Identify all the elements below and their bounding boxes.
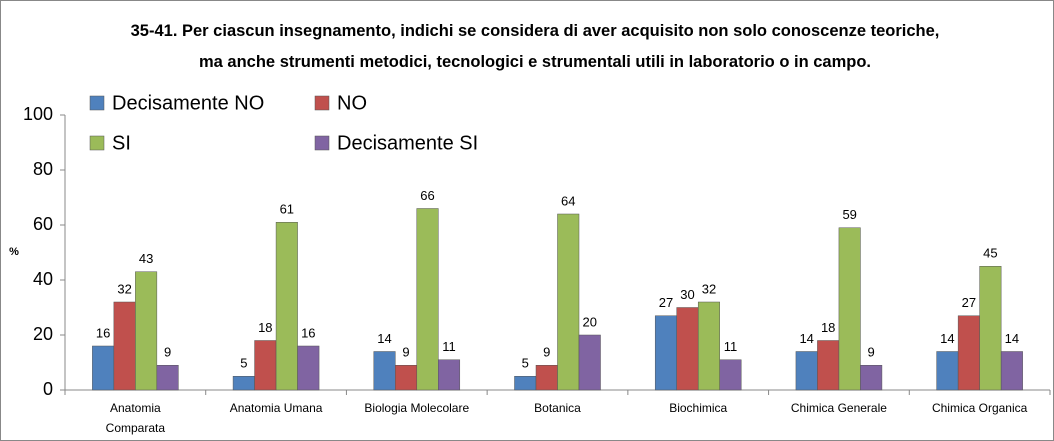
bar <box>535 365 558 391</box>
y-tick-label: 80 <box>33 159 53 179</box>
data-label: 64 <box>561 193 575 208</box>
bar <box>676 307 699 391</box>
data-label: 66 <box>420 188 434 203</box>
bar <box>817 340 840 391</box>
data-label: 14 <box>377 331 391 346</box>
legend-swatch <box>89 95 105 111</box>
data-label: 32 <box>702 281 716 296</box>
legend-label: Decisamente NO <box>112 92 264 114</box>
bar <box>957 315 980 391</box>
y-tick-label: 60 <box>33 214 53 234</box>
data-label: 5 <box>240 356 247 371</box>
data-label: 43 <box>139 251 153 266</box>
bar <box>156 365 179 391</box>
bar <box>719 359 742 391</box>
y-tick-label: 0 <box>43 379 53 399</box>
data-label: 30 <box>680 287 694 302</box>
bar <box>275 222 298 391</box>
bar <box>416 208 439 391</box>
data-label: 9 <box>543 345 550 360</box>
legend-swatch <box>314 95 330 111</box>
data-label: 59 <box>842 207 856 222</box>
legend-label: SI <box>112 132 131 154</box>
bar <box>860 365 883 391</box>
x-tick-label: Anatomia Umana <box>229 401 323 415</box>
bar <box>1000 351 1023 391</box>
x-tick-label: Chimica Organica <box>931 401 1028 415</box>
x-tick-label: Chimica Generale <box>790 401 887 415</box>
bar <box>795 351 818 391</box>
data-label: 5 <box>522 356 529 371</box>
data-label: 16 <box>301 325 315 340</box>
data-label: 61 <box>280 202 294 217</box>
data-label: 11 <box>724 339 738 354</box>
data-label: 16 <box>96 325 110 340</box>
legend-swatch <box>89 135 105 151</box>
data-label: 18 <box>258 320 272 335</box>
data-label: 18 <box>821 320 835 335</box>
bar <box>936 351 959 391</box>
legend-label: NO <box>337 92 367 114</box>
data-label: 45 <box>983 246 997 261</box>
data-label: 32 <box>117 281 131 296</box>
data-label: 9 <box>164 345 171 360</box>
bar <box>395 365 418 391</box>
legend-swatch <box>314 135 330 151</box>
x-tick-label: Biochimica <box>669 401 728 415</box>
y-tick-label: 20 <box>33 324 53 344</box>
bar <box>557 213 580 391</box>
data-label: 9 <box>868 345 875 360</box>
data-label: 27 <box>659 295 673 310</box>
bar <box>979 266 1002 391</box>
bar <box>232 376 255 391</box>
bar <box>254 340 277 391</box>
data-label: 14 <box>1005 331 1019 346</box>
bar <box>578 334 601 391</box>
data-label: 11 <box>442 339 456 354</box>
bar <box>113 301 136 391</box>
bar <box>373 351 396 391</box>
x-tick-label: Botanica <box>534 401 581 415</box>
x-tick-label: Anatomia Comparata <box>105 401 166 435</box>
bar <box>438 359 461 391</box>
legend-label: Decisamente SI <box>337 132 478 154</box>
y-tick-label: 40 <box>33 269 53 289</box>
bar <box>838 227 861 391</box>
y-tick-label: 100 <box>23 104 53 124</box>
bar <box>135 271 158 391</box>
y-axis-label: % <box>9 246 19 258</box>
bar <box>297 345 320 391</box>
data-label: 14 <box>799 331 813 346</box>
bar <box>92 345 115 391</box>
data-label: 9 <box>402 345 409 360</box>
data-label: 20 <box>583 314 597 329</box>
bar <box>514 376 537 391</box>
x-tick-label: Biologia Molecolare <box>364 401 470 415</box>
bar <box>654 315 677 391</box>
bar <box>697 301 720 391</box>
data-label: 14 <box>940 331 954 346</box>
chart-title: 35-41. Per ciascun insegnamento, indichi… <box>130 22 940 71</box>
data-label: 27 <box>962 295 976 310</box>
